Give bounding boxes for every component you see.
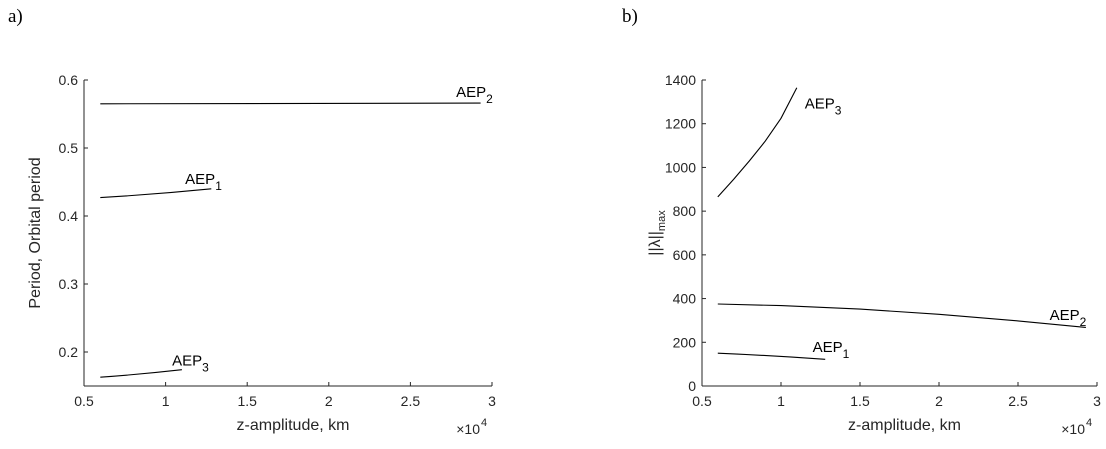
x-axis-exponent: ×10 xyxy=(456,421,480,437)
y-axis-label: Period, Orbital period xyxy=(27,157,44,308)
panel-label: a) xyxy=(8,6,23,27)
y-axis-label: ||λ||max xyxy=(647,210,668,256)
y-tick-label: 800 xyxy=(673,203,697,219)
series-line-aep1 xyxy=(100,188,212,199)
y-tick-label: 0 xyxy=(688,378,696,394)
x-tick-label: 0.5 xyxy=(692,393,712,409)
series-label-subscript: 1 xyxy=(215,179,222,193)
series-line-aep2 xyxy=(717,303,1086,328)
x-axis-label: z-amplitude, km xyxy=(237,417,350,434)
series-label-aep3: AEP3 xyxy=(805,95,842,117)
series-label-base: AEP xyxy=(172,353,202,370)
series-label-aep3: AEP3 xyxy=(172,353,209,375)
series-label-base: AEP xyxy=(1050,307,1080,324)
series-label-base: AEP xyxy=(805,95,835,112)
series-label-base: AEP xyxy=(456,84,486,101)
x-tick-label: 2.5 xyxy=(1008,393,1028,409)
series-label-subscript: 1 xyxy=(843,347,850,361)
y-tick-label: 400 xyxy=(673,291,697,307)
x-axis-exponent-power: 4 xyxy=(1086,417,1092,429)
x-axis-label: z-amplitude, km xyxy=(848,417,961,434)
panel-label: b) xyxy=(622,6,638,27)
y-axis-label-main: Period, Orbital period xyxy=(27,157,44,308)
x-axis-exponent-power: 4 xyxy=(481,417,487,429)
series-line-aep3 xyxy=(100,369,182,378)
y-axis-label-subscript: max xyxy=(656,210,668,231)
x-tick-label: 2.5 xyxy=(401,393,421,409)
chart-panel-a: a) 0.5 1 1.5 2 2.5 3 0.2 0.3 0.4 0.5 0.6 z-amplitude… xyxy=(8,6,496,437)
y-tick-label: 200 xyxy=(673,334,697,350)
x-tick-label: 3 xyxy=(1093,393,1101,409)
series-label-subscript: 2 xyxy=(486,92,493,106)
series-label-aep1: AEP1 xyxy=(813,339,850,361)
x-tick-label: 1 xyxy=(162,393,170,409)
y-tick-label: 0.4 xyxy=(59,208,79,224)
series-line-aep3 xyxy=(717,87,798,198)
series-label-aep1: AEP1 xyxy=(185,171,222,193)
series-label-aep2: AEP2 xyxy=(456,84,493,106)
x-tick-label: 0.5 xyxy=(74,393,94,409)
series-label-subscript: 3 xyxy=(202,361,209,375)
y-tick-label: 0.5 xyxy=(59,140,79,156)
series-label-aep2: AEP2 xyxy=(1050,307,1087,329)
x-tick-label: 1.5 xyxy=(237,393,257,409)
x-tick-label: 1.5 xyxy=(850,393,870,409)
y-tick-label: 0.2 xyxy=(59,344,79,360)
series-label-base: AEP xyxy=(813,339,843,356)
x-tick-label: 3 xyxy=(488,393,496,409)
x-tick-label: 2 xyxy=(935,393,943,409)
y-tick-label: 0.3 xyxy=(59,276,79,292)
series-line-aep2 xyxy=(100,102,481,105)
y-tick-label: 0.6 xyxy=(59,72,79,88)
y-tick-label: 1400 xyxy=(665,72,696,88)
y-axis-label-main: ||λ|| xyxy=(647,231,664,256)
x-axis-exponent: ×10 xyxy=(1061,421,1085,437)
chart-panel-b: b) 0.5 1 1.5 2 2.5 3 0 200 400 600 800 1000 1200 1400 z… xyxy=(622,6,1101,437)
series-label-subscript: 2 xyxy=(1080,315,1087,329)
series-label-base: AEP xyxy=(185,171,215,188)
series-line-aep1 xyxy=(717,352,826,360)
x-tick-label: 1 xyxy=(777,393,785,409)
y-tick-label: 600 xyxy=(673,247,697,263)
y-tick-label: 1000 xyxy=(665,159,696,175)
x-tick-label: 2 xyxy=(325,393,333,409)
y-tick-label: 1200 xyxy=(665,116,696,132)
series-label-subscript: 3 xyxy=(835,103,842,117)
